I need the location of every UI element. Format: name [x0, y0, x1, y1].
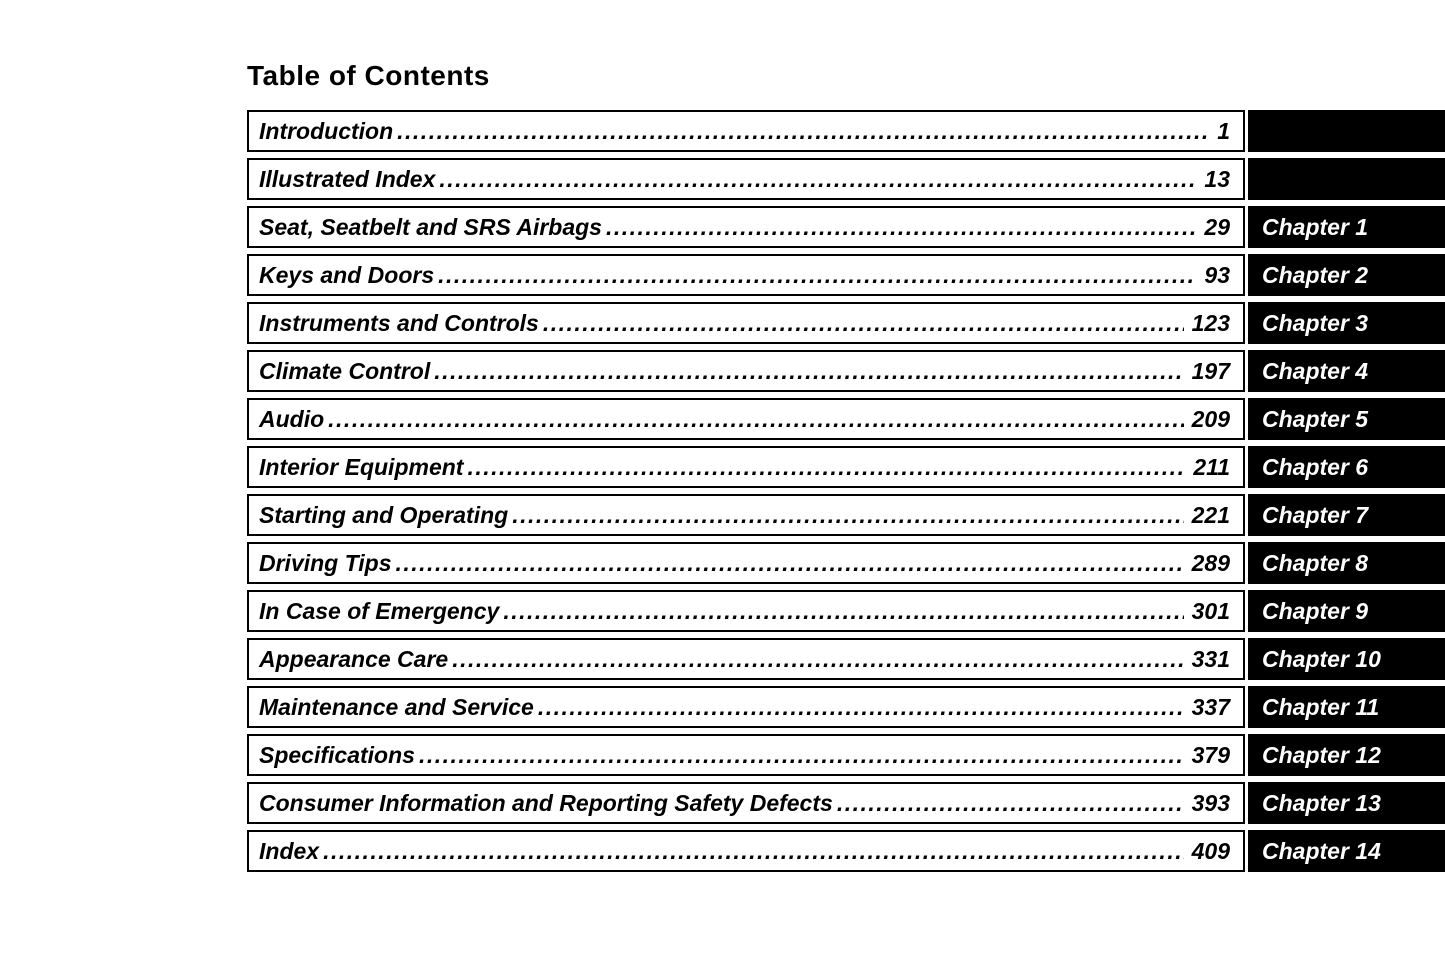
toc-entry-page-number: 393 — [1191, 789, 1230, 816]
toc-list: Introduction ...........................… — [247, 110, 1445, 872]
toc-entry-title: Appearance Care — [259, 645, 449, 672]
dot-leader: ........................................… — [605, 213, 1197, 240]
toc-entry-title: Instruments and Controls — [259, 309, 539, 336]
dot-leader: ........................................… — [452, 645, 1183, 672]
toc-entry: Interior Equipment .....................… — [247, 446, 1245, 488]
toc-entry-title: In Case of Emergency — [259, 597, 500, 624]
page-title: Table of Contents — [247, 60, 490, 91]
dot-leader: ........................................… — [328, 405, 1184, 432]
toc-row: Appearance Care ........................… — [247, 638, 1445, 680]
dot-leader: ........................................… — [439, 165, 1197, 192]
chapter-badge: Chapter 14 — [1248, 830, 1445, 872]
chapter-badge: Chapter 5 — [1248, 398, 1445, 440]
chapter-badge: Chapter 1 — [1248, 206, 1445, 248]
toc-row: Keys and Doors .........................… — [247, 254, 1445, 296]
toc-entry: Index ..................................… — [247, 830, 1245, 872]
toc-entry: Starting and Operating .................… — [247, 494, 1245, 536]
chapter-badge: Chapter 13 — [1248, 782, 1445, 824]
dot-leader: ........................................… — [323, 837, 1184, 864]
toc-row: Index ..................................… — [247, 830, 1445, 872]
dot-leader: ........................................… — [512, 501, 1183, 528]
toc-entry-page-number: 409 — [1191, 837, 1230, 864]
chapter-badge: Chapter 11 — [1248, 686, 1445, 728]
dot-leader: ........................................… — [438, 261, 1196, 288]
toc-entry: Instruments and Controls ...............… — [247, 302, 1245, 344]
toc-row: Seat, Seatbelt and SRS Airbags .........… — [247, 206, 1445, 248]
toc-entry: Maintenance and Service ................… — [247, 686, 1245, 728]
chapter-badge: Chapter 4 — [1248, 350, 1445, 392]
toc-entry: Illustrated Index ......................… — [247, 158, 1245, 200]
dot-leader: ........................................… — [434, 357, 1184, 384]
toc-entry-page-number: 209 — [1191, 405, 1230, 432]
chapter-badge: Chapter 2 — [1248, 254, 1445, 296]
toc-entry-title: Consumer Information and Reporting Safet… — [259, 789, 833, 816]
toc-entry-title: Audio — [259, 405, 325, 432]
toc-row: Starting and Operating .................… — [247, 494, 1445, 536]
toc-row: Audio ..................................… — [247, 398, 1445, 440]
toc-entry: Specifications .........................… — [247, 734, 1245, 776]
dot-leader: ........................................… — [395, 549, 1184, 576]
toc-entry-title: Driving Tips — [259, 549, 392, 576]
toc-entry: Introduction ...........................… — [247, 110, 1245, 152]
toc-entry-title: Interior Equipment — [259, 453, 464, 480]
toc-entry-page-number: 289 — [1191, 549, 1230, 576]
chapter-badge: Chapter 10 — [1248, 638, 1445, 680]
toc-entry-page-number: 331 — [1191, 645, 1230, 672]
toc-entry-title: Seat, Seatbelt and SRS Airbags — [259, 213, 602, 240]
toc-entry-title: Starting and Operating — [259, 501, 509, 528]
toc-row: Introduction ...........................… — [247, 110, 1445, 152]
chapter-badge: Chapter 6 — [1248, 446, 1445, 488]
chapter-badge: Chapter 12 — [1248, 734, 1445, 776]
chapter-badge — [1248, 158, 1445, 200]
dot-leader: ........................................… — [397, 117, 1210, 144]
toc-entry-title: Climate Control — [259, 357, 431, 384]
toc-entry: Climate Control ........................… — [247, 350, 1245, 392]
toc-entry-page-number: 1 — [1217, 117, 1230, 144]
toc-entry-title: Keys and Doors — [259, 261, 435, 288]
chapter-badge: Chapter 7 — [1248, 494, 1445, 536]
dot-leader: ........................................… — [467, 453, 1186, 480]
toc-entry: Consumer Information and Reporting Safet… — [247, 782, 1245, 824]
toc-entry: Keys and Doors .........................… — [247, 254, 1245, 296]
toc-entry-page-number: 93 — [1204, 261, 1230, 288]
toc-entry-page-number: 301 — [1191, 597, 1230, 624]
toc-entry-page-number: 211 — [1193, 453, 1230, 480]
dot-leader: ........................................… — [542, 309, 1184, 336]
chapter-badge: Chapter 9 — [1248, 590, 1445, 632]
toc-entry-title: Index — [259, 837, 320, 864]
toc-entry: Appearance Care ........................… — [247, 638, 1245, 680]
toc-row: Consumer Information and Reporting Safet… — [247, 782, 1445, 824]
toc-entry-title: Specifications — [259, 741, 415, 768]
toc-entry-title: Illustrated Index — [259, 165, 436, 192]
toc-row: Maintenance and Service ................… — [247, 686, 1445, 728]
toc-row: Interior Equipment .....................… — [247, 446, 1445, 488]
toc-entry: Audio ..................................… — [247, 398, 1245, 440]
toc-entry: Driving Tips ...........................… — [247, 542, 1245, 584]
toc-row: Specifications .........................… — [247, 734, 1445, 776]
dot-leader: ........................................… — [503, 597, 1183, 624]
toc-row: Driving Tips ...........................… — [247, 542, 1445, 584]
toc-entry-page-number: 337 — [1191, 693, 1230, 720]
toc-entry-page-number: 197 — [1191, 357, 1230, 384]
toc-entry-page-number: 13 — [1204, 165, 1230, 192]
toc-entry-title: Introduction — [259, 117, 394, 144]
toc-entry-page-number: 379 — [1191, 741, 1230, 768]
toc-entry: Seat, Seatbelt and SRS Airbags .........… — [247, 206, 1245, 248]
toc-entry-page-number: 29 — [1204, 213, 1230, 240]
toc-row: Instruments and Controls ...............… — [247, 302, 1445, 344]
dot-leader: ........................................… — [418, 741, 1184, 768]
toc-row: Climate Control ........................… — [247, 350, 1445, 392]
dot-leader: ........................................… — [836, 789, 1184, 816]
chapter-badge — [1248, 110, 1445, 152]
toc-entry-page-number: 123 — [1191, 309, 1230, 336]
toc-entry-page-number: 221 — [1191, 501, 1230, 528]
toc-row: Illustrated Index ......................… — [247, 158, 1445, 200]
toc-entry-title: Maintenance and Service — [259, 693, 534, 720]
chapter-badge: Chapter 8 — [1248, 542, 1445, 584]
toc-row: In Case of Emergency ...................… — [247, 590, 1445, 632]
dot-leader: ........................................… — [537, 693, 1184, 720]
toc-entry: In Case of Emergency ...................… — [247, 590, 1245, 632]
chapter-badge: Chapter 3 — [1248, 302, 1445, 344]
